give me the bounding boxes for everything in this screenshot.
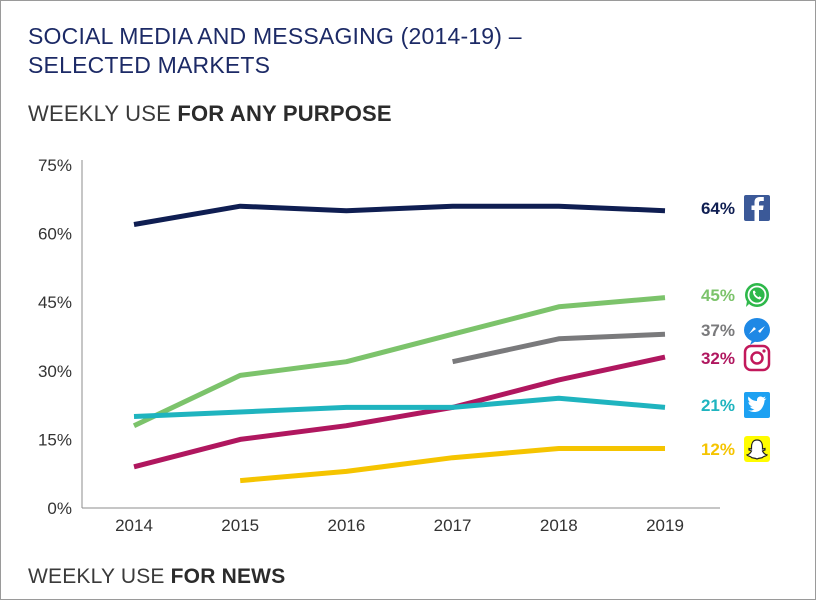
x-tick-label: 2014 <box>115 516 153 535</box>
series-line-messenger <box>452 331 666 365</box>
x-tick-label: 2018 <box>540 516 578 535</box>
chart-lines <box>132 203 666 484</box>
series-line-snapchat <box>239 446 665 484</box>
y-tick-label: 30% <box>38 362 72 381</box>
series-end-label: 64% <box>701 199 735 218</box>
chart-end-labels: 64% 45% 37% 32% 21% 12% <box>701 199 735 459</box>
footer-prefix: WEEKLY USE <box>28 565 171 588</box>
series-line-instagram <box>133 354 666 470</box>
messenger-icon <box>744 318 770 345</box>
chart-icons <box>743 195 771 462</box>
title-line-2: SELECTED MARKETS <box>28 52 271 78</box>
series-end-label: 45% <box>701 286 735 305</box>
title-line-1: SOCIAL MEDIA AND MESSAGING (2014-19) – <box>28 23 522 49</box>
y-tick-label: 75% <box>38 156 72 175</box>
y-tick-label: 45% <box>38 293 72 312</box>
y-tick-label: 60% <box>38 225 72 244</box>
series-line-twitter <box>133 395 666 419</box>
x-tick-label: 2015 <box>221 516 259 535</box>
series-end-label: 32% <box>701 349 735 368</box>
chart-title: SOCIAL MEDIA AND MESSAGING (2014-19) – S… <box>28 22 522 80</box>
series-end-label: 12% <box>701 440 735 459</box>
subtitle-prefix: WEEKLY USE <box>28 101 178 126</box>
series-end-label: 37% <box>701 321 735 340</box>
chart-axes: 0% 15% 30% 45% 60% 75% 2014 2015 2016 2017 2018 201… <box>38 156 720 535</box>
snapchat-icon <box>744 436 770 462</box>
y-tick-label: 15% <box>38 430 72 449</box>
x-tick-label: 2019 <box>646 516 684 535</box>
facebook-icon <box>744 195 770 221</box>
x-tick-label: 2017 <box>434 516 472 535</box>
subtitle-bold: FOR ANY PURPOSE <box>177 101 392 126</box>
next-chart-subtitle: WEEKLY USE FOR NEWS <box>28 565 285 589</box>
series-line-whatsapp <box>132 295 666 428</box>
series-line-facebook <box>133 203 666 227</box>
x-tick-label: 2016 <box>327 516 365 535</box>
whatsapp-icon <box>745 283 769 307</box>
series-end-label: 21% <box>701 396 735 415</box>
twitter-icon <box>744 392 770 418</box>
instagram-icon <box>743 344 771 372</box>
chart-subtitle: WEEKLY USE FOR ANY PURPOSE <box>28 101 392 127</box>
footer-bold: FOR NEWS <box>170 565 286 588</box>
y-tick-label: 0% <box>47 499 72 518</box>
